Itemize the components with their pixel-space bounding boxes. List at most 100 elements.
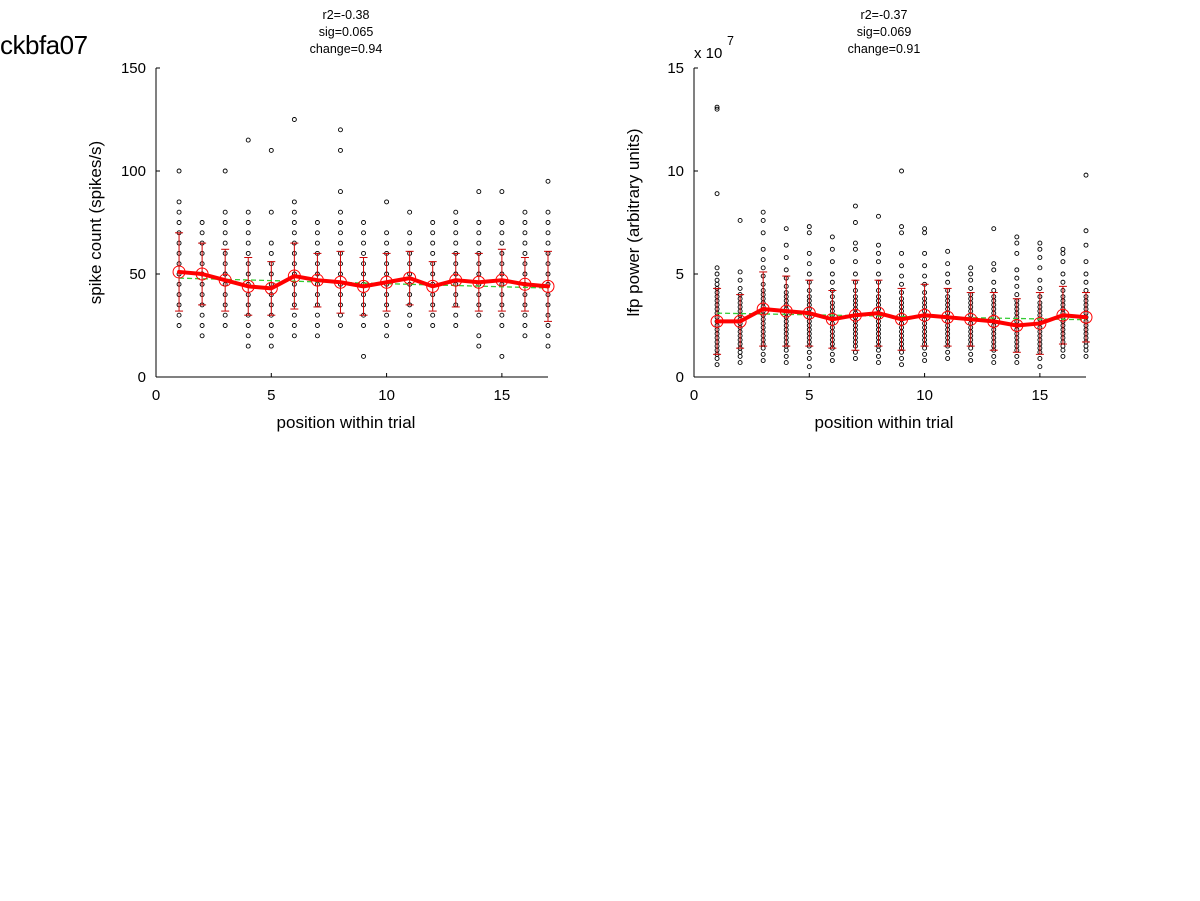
data-point	[991, 279, 997, 285]
data-point	[783, 360, 789, 366]
data-point	[222, 168, 228, 174]
data-point	[268, 343, 274, 349]
x-tick-label: 10	[916, 387, 933, 404]
data-point	[714, 277, 720, 283]
data-point	[245, 230, 251, 236]
mean-marker	[779, 304, 793, 318]
data-point	[430, 240, 436, 246]
data-point	[384, 312, 390, 318]
data-point	[1083, 259, 1089, 265]
data-point	[268, 240, 274, 246]
data-point	[760, 265, 766, 271]
mean-marker	[472, 275, 486, 289]
data-point	[545, 209, 551, 215]
mean-marker	[987, 314, 1001, 328]
x-tick-label: 10	[378, 387, 395, 404]
data-point	[176, 312, 182, 318]
data-point	[176, 199, 182, 205]
data-point	[338, 230, 343, 236]
data-point	[1037, 240, 1043, 246]
data-point	[291, 117, 297, 122]
mean-marker	[918, 308, 932, 322]
x-tick-label: 0	[152, 387, 160, 404]
data-point	[852, 203, 858, 209]
data-point	[1014, 267, 1020, 273]
data-point	[876, 360, 881, 366]
data-point	[176, 168, 182, 174]
data-point	[545, 178, 551, 184]
data-point	[876, 242, 881, 248]
data-point	[522, 323, 528, 328]
data-point	[430, 312, 436, 318]
data-point	[245, 323, 251, 328]
data-point	[314, 323, 320, 328]
data-point	[991, 353, 997, 359]
data-point	[945, 279, 951, 285]
mean-marker	[426, 279, 440, 293]
data-point	[922, 263, 928, 269]
mean-marker	[871, 306, 885, 320]
data-point	[522, 250, 528, 256]
data-point	[1083, 242, 1089, 248]
data-point	[945, 349, 951, 355]
mean-marker	[333, 275, 347, 289]
data-point	[476, 240, 482, 246]
data-point	[968, 358, 974, 363]
mean-marker	[1010, 319, 1024, 332]
y-tick-label: 150	[121, 60, 146, 77]
mean-line	[177, 269, 550, 291]
data-point	[522, 230, 528, 236]
data-point	[545, 323, 551, 328]
data-point	[361, 323, 366, 328]
data-point	[783, 226, 789, 232]
data-point	[829, 358, 835, 363]
data-point	[876, 271, 881, 277]
data-point	[899, 263, 904, 269]
data-point	[291, 230, 297, 236]
data-point	[268, 323, 274, 328]
data-point	[922, 358, 928, 363]
data-point	[1014, 234, 1020, 240]
regression-line	[717, 312, 1087, 321]
data-point	[1037, 285, 1043, 291]
data-point	[829, 259, 835, 265]
data-point	[1060, 353, 1066, 359]
data-point	[361, 250, 366, 256]
data-point	[1014, 240, 1020, 246]
data-point	[291, 209, 297, 215]
data-point	[714, 362, 720, 368]
data-point	[245, 240, 251, 246]
data-point	[1037, 246, 1043, 252]
data-point	[760, 209, 766, 215]
data-point	[453, 240, 459, 246]
data-point	[245, 250, 251, 256]
data-point	[361, 240, 366, 246]
x-axis-label: position within trial	[815, 413, 954, 432]
data-point	[968, 345, 974, 351]
data-point	[1060, 259, 1066, 265]
data-point	[1083, 279, 1089, 285]
data-point	[968, 351, 974, 357]
data-point	[968, 285, 974, 291]
data-point	[222, 220, 228, 225]
data-point	[945, 271, 951, 277]
mean-marker	[357, 279, 371, 293]
data-point	[852, 349, 858, 355]
data-point	[1083, 343, 1089, 349]
data-point	[384, 323, 390, 328]
data-point	[453, 230, 459, 236]
data-point	[522, 240, 528, 246]
y-axis-label: spike count (spikes/s)	[86, 141, 105, 304]
data-point	[714, 271, 720, 277]
y-tick-label: 50	[129, 266, 146, 283]
data-point	[338, 240, 343, 246]
stat-line: sig=0.069	[857, 25, 912, 39]
data-point	[176, 209, 182, 215]
data-point	[430, 250, 436, 256]
data-point	[806, 224, 812, 230]
mean-marker	[449, 273, 463, 287]
data-point	[407, 209, 413, 215]
data-point	[314, 230, 320, 236]
data-point	[1060, 347, 1066, 353]
